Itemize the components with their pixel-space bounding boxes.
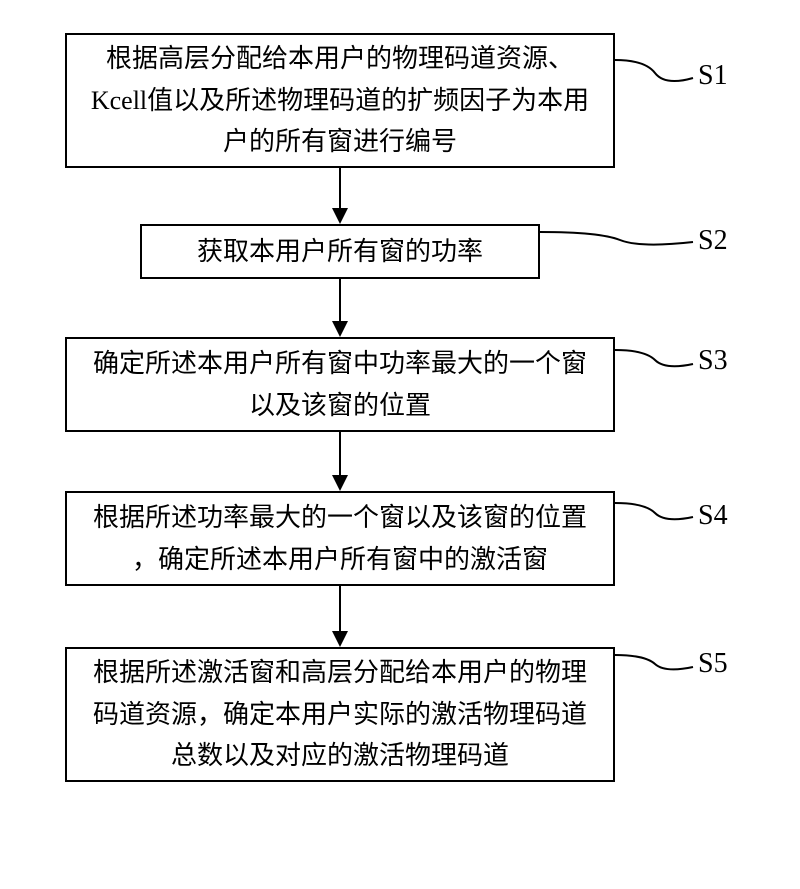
step-s2-box: 获取本用户所有窗的功率 (140, 224, 540, 279)
step-s1-box: 根据高层分配给本用户的物理码道资源、 Kcell值以及所述物理码道的扩频因子为本… (65, 33, 615, 168)
label-s4: S4 (698, 500, 728, 532)
flowchart-canvas: 根据高层分配给本用户的物理码道资源、 Kcell值以及所述物理码道的扩频因子为本… (0, 0, 800, 889)
label-s3: S3 (698, 345, 728, 377)
label-connector-s2 (540, 230, 695, 255)
arrow-4-5-line (339, 586, 341, 633)
arrow-2-3-head (332, 321, 348, 337)
arrow-4-5-head (332, 631, 348, 647)
arrow-3-4-line (339, 432, 341, 477)
arrow-1-2-head (332, 208, 348, 224)
label-connector-s5 (615, 653, 695, 681)
step-s5-text: 根据所述激活窗和高层分配给本用户的物理 码道资源，确定本用户实际的激活物理码道 … (93, 652, 587, 777)
label-s5: S5 (698, 648, 728, 680)
arrow-1-2-line (339, 168, 341, 210)
arrow-2-3-line (339, 279, 341, 323)
step-s3-box: 确定所述本用户所有窗中功率最大的一个窗 以及该窗的位置 (65, 337, 615, 432)
step-s4-box: 根据所述功率最大的一个窗以及该窗的位置 ，确定所述本用户所有窗中的激活窗 (65, 491, 615, 586)
label-connector-s3 (615, 348, 695, 378)
label-connector-s4 (615, 501, 695, 531)
label-s1: S1 (698, 60, 728, 92)
step-s2-text: 获取本用户所有窗的功率 (197, 231, 483, 273)
step-s3-text: 确定所述本用户所有窗中功率最大的一个窗 以及该窗的位置 (93, 343, 587, 426)
step-s4-text: 根据所述功率最大的一个窗以及该窗的位置 ，确定所述本用户所有窗中的激活窗 (93, 497, 587, 580)
label-connector-s1 (615, 58, 695, 93)
step-s5-box: 根据所述激活窗和高层分配给本用户的物理 码道资源，确定本用户实际的激活物理码道 … (65, 647, 615, 782)
label-s2: S2 (698, 225, 728, 257)
arrow-3-4-head (332, 475, 348, 491)
step-s1-text: 根据高层分配给本用户的物理码道资源、 Kcell值以及所述物理码道的扩频因子为本… (91, 38, 589, 163)
